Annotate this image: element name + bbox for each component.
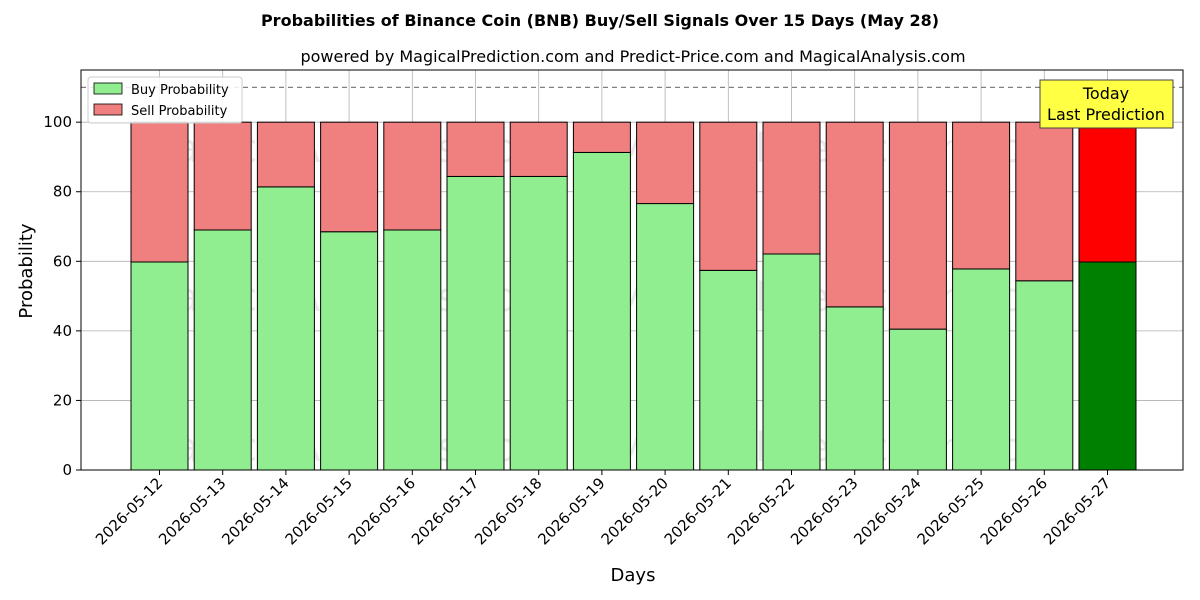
- today-annotation: Today Last Prediction: [1039, 79, 1174, 129]
- bar-buy-2026-05-20: [636, 203, 695, 471]
- y-axis: 0 20 40 60 80 100: [43, 113, 81, 479]
- bar-sell-2026-05-16: [383, 121, 442, 231]
- bar-buy-2026-05-26: [1015, 280, 1074, 471]
- x-tick-label: 2026-05-22: [724, 474, 798, 548]
- plot-frame: [80, 69, 1184, 471]
- bar-sell-2026-05-17: [446, 121, 505, 177]
- bar-sell-2026-05-19: [572, 121, 631, 153]
- bar-buy-2026-05-23: [825, 306, 884, 471]
- legend-label-buy: Buy Probability: [131, 83, 229, 98]
- bar-buy-2026-05-15: [320, 231, 379, 471]
- bar-buy-2026-05-17: [446, 175, 505, 471]
- x-tick-label: 2026-05-27: [1040, 474, 1114, 548]
- x-axis-label: Days: [611, 565, 656, 586]
- y-tick-label: 100: [43, 113, 72, 131]
- bar-buy-2026-05-21: [699, 269, 758, 471]
- bar-sell-2026-05-27: [1078, 121, 1137, 263]
- bars: [130, 121, 1137, 471]
- x-tick-label: 2026-05-16: [345, 474, 419, 548]
- legend-swatch-buy: [93, 82, 123, 95]
- bar-sell-2026-05-20: [636, 121, 695, 205]
- x-tick-label: 2026-05-17: [408, 474, 482, 548]
- x-tick-label: 2026-05-25: [914, 474, 988, 548]
- x-tick-label: 2026-05-23: [787, 474, 861, 548]
- x-tick-label: 2026-05-21: [661, 474, 735, 548]
- bar-buy-2026-05-12: [130, 261, 189, 471]
- bar-sell-2026-05-22: [762, 121, 821, 255]
- legend-frame: [87, 76, 243, 124]
- bar-buy-2026-05-14: [256, 186, 315, 471]
- bar-buy-2026-05-18: [509, 175, 568, 471]
- x-tick-label: 2026-05-18: [471, 474, 545, 548]
- y-axis-label: Probability: [16, 223, 37, 318]
- bar-sell-2026-05-13: [193, 121, 252, 231]
- bar-buy-2026-05-27: [1078, 261, 1137, 471]
- legend-swatch-sell: [93, 103, 123, 116]
- annotation-line-2: Last Prediction: [1047, 105, 1165, 124]
- bar-sell-2026-05-26: [1015, 121, 1074, 282]
- bar-sell-2026-05-18: [509, 121, 568, 177]
- x-tick-label: 2026-05-19: [534, 474, 608, 548]
- annotation-line-1: Today: [1082, 84, 1129, 103]
- x-tick-label: 2026-05-14: [218, 474, 292, 548]
- x-axis: 2026-05-122026-05-132026-05-142026-05-15…: [92, 470, 1114, 548]
- annotation-box: [1039, 79, 1174, 129]
- x-tick-label: 2026-05-20: [598, 474, 672, 548]
- bar-sell-2026-05-23: [825, 121, 884, 308]
- y-tick-label: 80: [53, 183, 72, 201]
- bar-sell-2026-05-21: [699, 121, 758, 271]
- chart-subtitle: powered by MagicalPrediction.com and Pre…: [300, 47, 965, 66]
- chart-title: Probabilities of Binance Coin (BNB) Buy/…: [261, 11, 939, 30]
- bar-sell-2026-05-25: [952, 121, 1011, 270]
- y-tick-label: 40: [53, 322, 72, 340]
- bar-buy-2026-05-24: [888, 328, 947, 471]
- x-tick-label: 2026-05-24: [850, 474, 924, 548]
- bar-sell-2026-05-14: [256, 121, 315, 188]
- bar-buy-2026-05-22: [762, 253, 821, 471]
- x-tick-label: 2026-05-13: [155, 474, 229, 548]
- bar-sell-2026-05-12: [130, 121, 189, 263]
- x-tick-label: 2026-05-26: [977, 474, 1051, 548]
- x-tick-label: 2026-05-15: [282, 474, 356, 548]
- legend: Buy Probability Sell Probability: [87, 76, 243, 124]
- bar-buy-2026-05-16: [383, 229, 442, 471]
- y-tick-label: 20: [53, 391, 72, 409]
- y-tick-label: 0: [62, 461, 72, 479]
- bar-buy-2026-05-25: [952, 268, 1011, 471]
- bar-sell-2026-05-15: [320, 121, 379, 233]
- x-tick-label: 2026-05-12: [92, 474, 166, 548]
- y-tick-label: 60: [53, 252, 72, 270]
- legend-label-sell: Sell Probability: [131, 104, 228, 119]
- bar-buy-2026-05-13: [193, 229, 252, 471]
- bar-buy-2026-05-19: [572, 151, 631, 471]
- bar-sell-2026-05-24: [888, 121, 947, 330]
